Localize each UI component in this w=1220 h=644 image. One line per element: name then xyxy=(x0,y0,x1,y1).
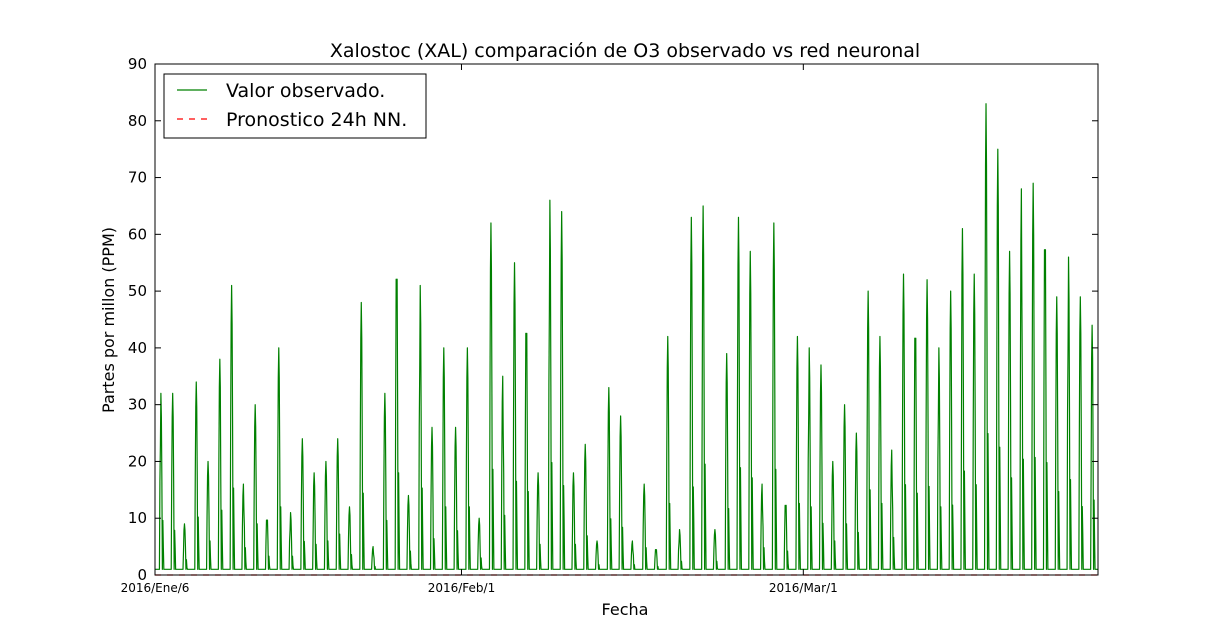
y-tick-label: 10 xyxy=(128,509,147,527)
series-line-observed xyxy=(154,103,1098,570)
axes: 0 10 20 30 40 50 60 70 80 90 2016/Ene/6 2016/Feb/1 2… xyxy=(121,55,1099,595)
y-tick-label: 0 xyxy=(137,566,147,584)
x-tick-label: 2016/Ene/6 xyxy=(121,581,190,595)
y-tick-label: 20 xyxy=(128,452,147,470)
legend-box xyxy=(163,73,427,139)
plot-frame xyxy=(154,63,1099,576)
legend-label-observed: Valor observado. xyxy=(226,80,385,102)
plot-area xyxy=(154,103,1098,576)
legend-label-forecast: Pronostico 24h NN. xyxy=(226,109,407,131)
legend: Valor observado. Pronostico 24h NN. xyxy=(163,73,427,139)
x-tick-label: 2016/Mar/1 xyxy=(769,581,838,595)
y-tick-label: 70 xyxy=(128,169,147,187)
y-tick-label: 80 xyxy=(128,112,147,130)
y-axis-label: Partes por millon (PPM) xyxy=(99,227,118,413)
chart-title: Xalostoc (XAL) comparación de O3 observa… xyxy=(330,40,920,62)
y-tick-label: 90 xyxy=(128,55,147,73)
x-tick-label: 2016/Feb/1 xyxy=(428,581,496,595)
y-tick-label: 60 xyxy=(128,225,147,243)
y-tick-label: 50 xyxy=(128,282,147,300)
y-tick-label: 30 xyxy=(128,396,147,414)
y-tick-label: 40 xyxy=(128,339,147,357)
x-axis-label: Fecha xyxy=(602,600,649,619)
